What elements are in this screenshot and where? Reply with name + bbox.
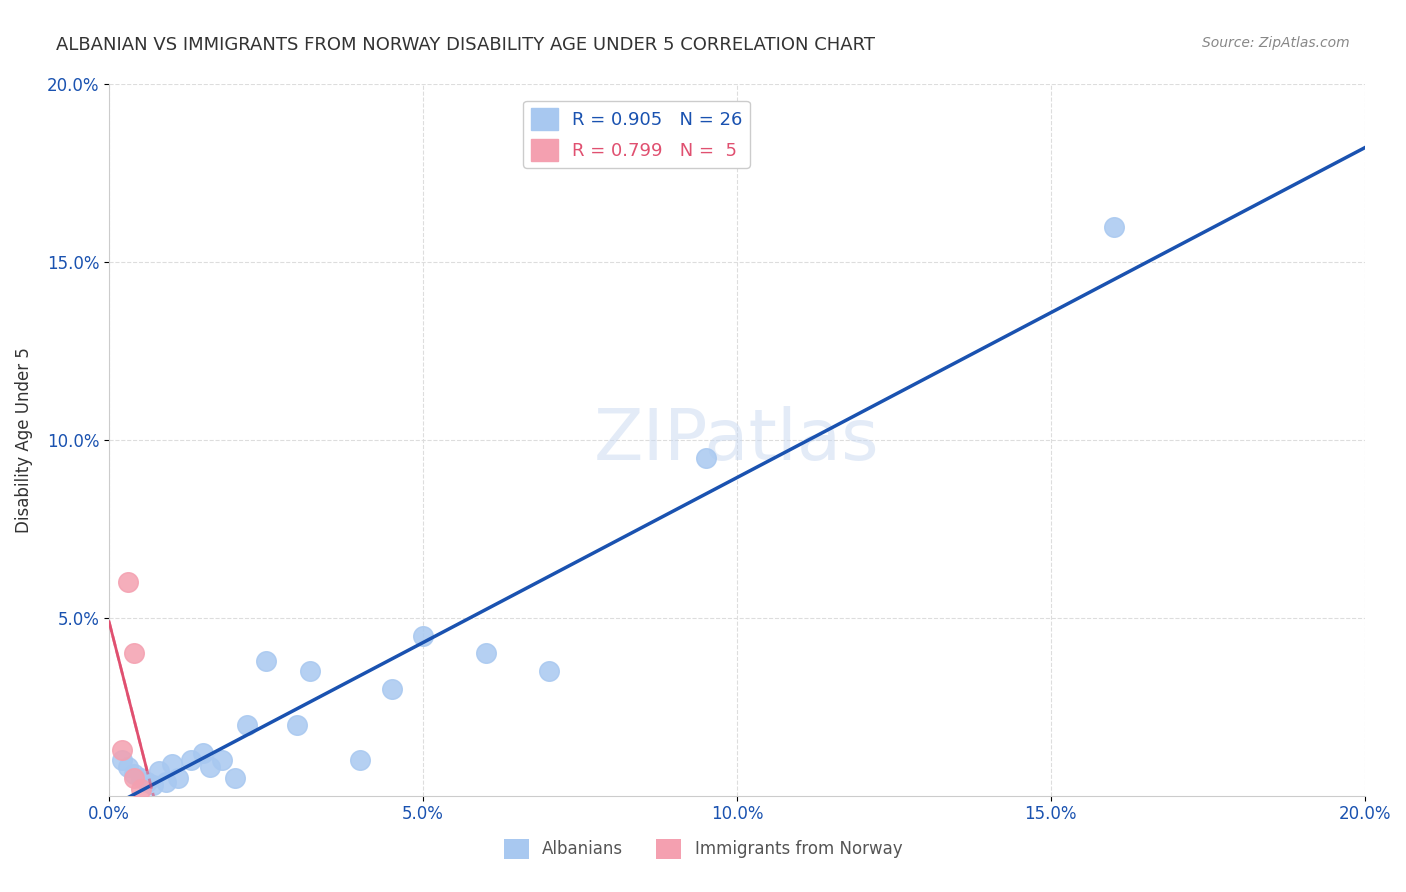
Point <box>381 681 404 696</box>
Point <box>122 767 145 781</box>
Point <box>111 753 134 767</box>
Point <box>198 760 221 774</box>
Point <box>155 774 177 789</box>
Y-axis label: Disability Age Under 5: Disability Age Under 5 <box>15 347 32 533</box>
Legend: R = 0.905   N = 26, R = 0.799   N =  5: R = 0.905 N = 26, R = 0.799 N = 5 <box>523 101 749 168</box>
Point <box>254 654 277 668</box>
Point <box>412 629 434 643</box>
Point <box>135 774 157 789</box>
Point <box>298 665 321 679</box>
Point <box>211 753 233 767</box>
Point <box>193 746 215 760</box>
Point <box>122 771 145 785</box>
Point <box>117 575 139 590</box>
Point <box>129 771 152 785</box>
Point <box>160 756 183 771</box>
Point <box>224 771 246 785</box>
Point <box>180 753 202 767</box>
Point <box>117 760 139 774</box>
Point <box>537 665 560 679</box>
Point <box>122 647 145 661</box>
Point <box>167 771 190 785</box>
Text: Source: ZipAtlas.com: Source: ZipAtlas.com <box>1202 36 1350 50</box>
Point <box>111 742 134 756</box>
Text: ALBANIAN VS IMMIGRANTS FROM NORWAY DISABILITY AGE UNDER 5 CORRELATION CHART: ALBANIAN VS IMMIGRANTS FROM NORWAY DISAB… <box>56 36 876 54</box>
Point <box>1102 219 1125 234</box>
Point <box>695 450 717 465</box>
Point <box>475 647 498 661</box>
Point <box>287 717 309 731</box>
Point <box>129 781 152 796</box>
Point <box>148 764 170 778</box>
Point <box>236 717 259 731</box>
Legend: Albanians, Immigrants from Norway: Albanians, Immigrants from Norway <box>496 832 910 866</box>
Point <box>349 753 371 767</box>
Point <box>142 778 165 792</box>
Text: ZIPatlas: ZIPatlas <box>595 406 880 475</box>
